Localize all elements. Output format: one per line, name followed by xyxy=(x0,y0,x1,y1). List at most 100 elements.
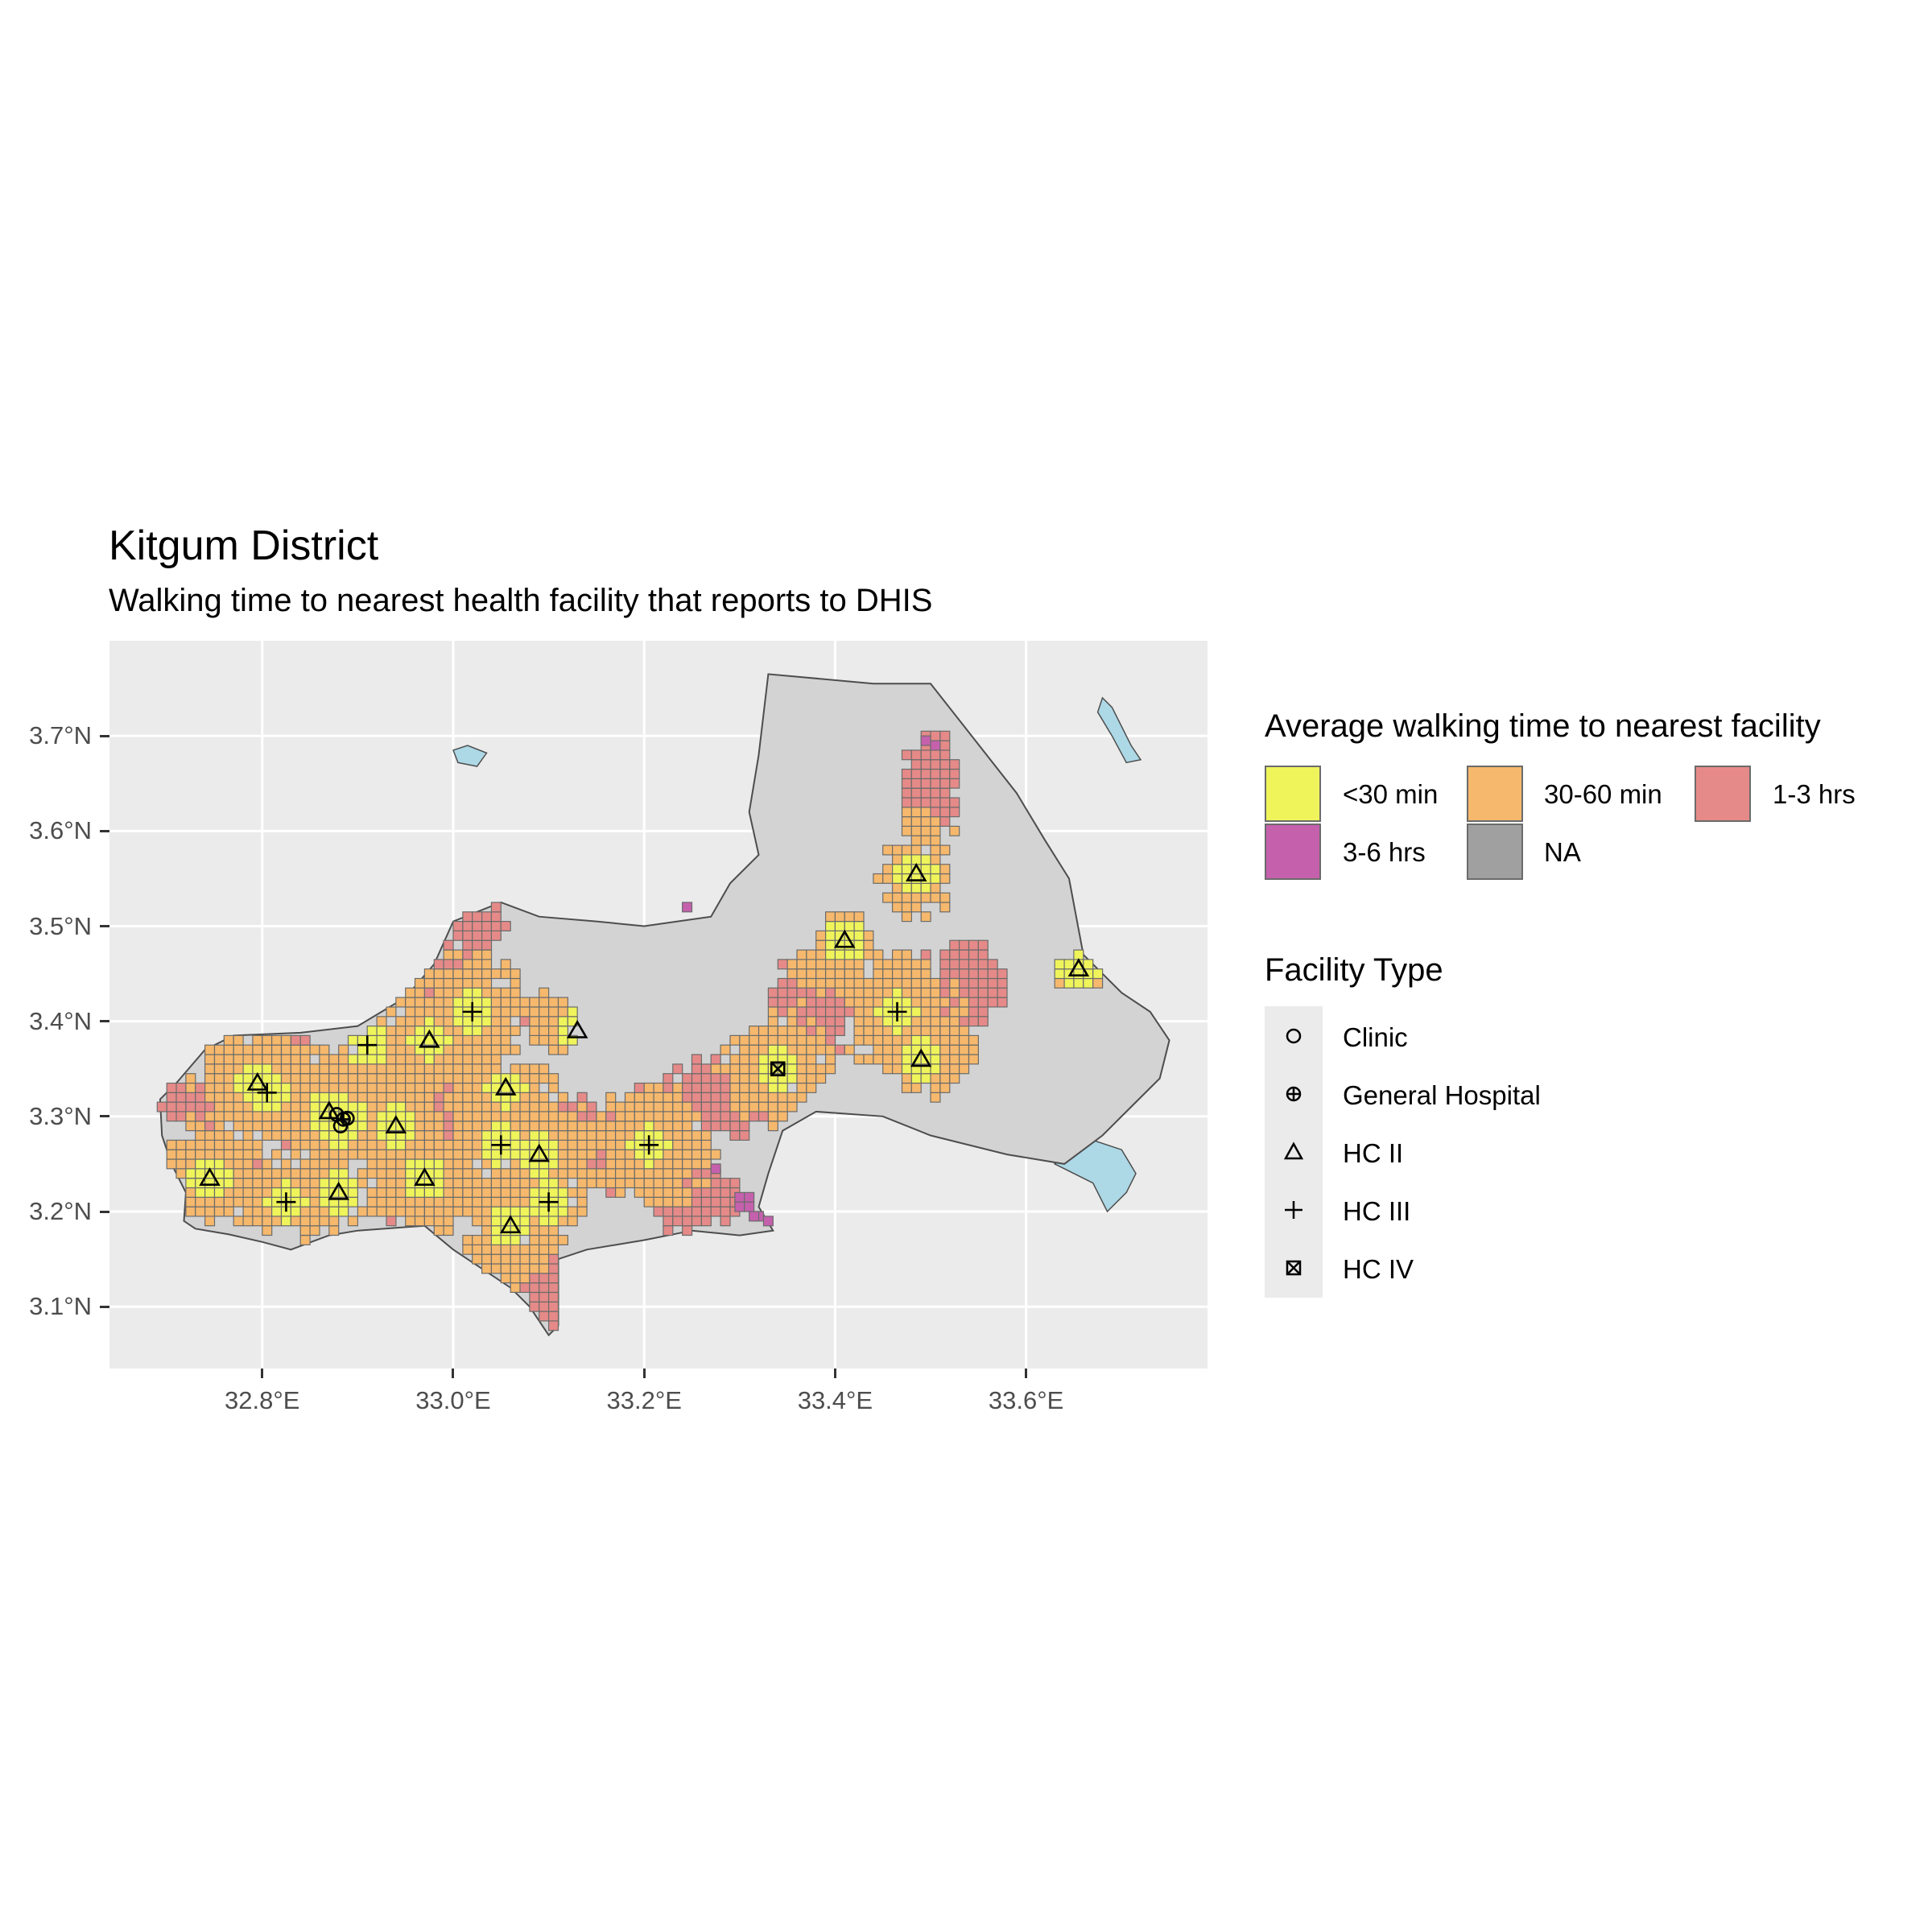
time-cell xyxy=(519,997,530,1008)
time-cell xyxy=(414,1111,425,1122)
y-tick-mark xyxy=(100,1210,109,1213)
time-cell xyxy=(271,1206,283,1217)
time-cell xyxy=(500,1187,511,1198)
time-cell xyxy=(672,1168,683,1179)
time-cell xyxy=(930,1006,941,1018)
time-cell xyxy=(452,1073,464,1084)
time-cell xyxy=(567,1158,578,1170)
time-cell xyxy=(252,1196,263,1208)
time-cell xyxy=(290,1063,301,1075)
time-cell xyxy=(901,778,912,789)
time-cell xyxy=(682,1149,693,1160)
time-cell xyxy=(882,844,894,856)
time-cell xyxy=(233,1082,244,1093)
time-cell xyxy=(472,1187,483,1198)
time-cell xyxy=(462,921,473,932)
time-cell xyxy=(386,1044,397,1055)
time-cell xyxy=(614,1149,626,1160)
legend-key-lt30 xyxy=(1265,766,1321,822)
time-cell xyxy=(395,1139,407,1150)
time-cell xyxy=(414,977,425,989)
time-cell xyxy=(691,1216,702,1227)
time-cell xyxy=(462,1063,473,1075)
time-cell xyxy=(510,1149,521,1160)
time-cell xyxy=(567,1216,578,1227)
time-cell xyxy=(500,1168,511,1179)
time-cell xyxy=(796,959,807,970)
time-cell xyxy=(519,1158,530,1170)
time-cell xyxy=(242,1044,254,1055)
time-cell xyxy=(977,939,989,951)
time-cell xyxy=(930,1044,941,1055)
time-cell xyxy=(462,977,473,989)
time-cell xyxy=(299,1129,311,1141)
time-cell xyxy=(796,1054,807,1065)
time-cell xyxy=(490,1234,502,1245)
time-cell xyxy=(414,997,425,1008)
time-cell xyxy=(939,1006,951,1018)
time-cell xyxy=(309,1178,320,1189)
x-tick-label: 33.6°E xyxy=(988,1386,1064,1414)
time-cell xyxy=(386,1054,397,1065)
time-cell xyxy=(299,1234,311,1245)
time-cell xyxy=(691,1082,702,1093)
time-cell xyxy=(739,1092,750,1103)
time-cell xyxy=(605,1139,617,1150)
time-cell xyxy=(547,1006,559,1018)
time-cell xyxy=(691,1092,702,1103)
time-cell xyxy=(443,1054,454,1065)
time-cell xyxy=(481,1234,493,1245)
time-cell xyxy=(901,997,912,1008)
time-cell xyxy=(299,1139,311,1150)
time-cell xyxy=(443,1178,454,1189)
time-cell xyxy=(242,1092,254,1103)
time-cell xyxy=(529,1273,540,1284)
time-cell xyxy=(462,1139,473,1150)
time-cell xyxy=(405,1044,416,1055)
time-cell xyxy=(242,1054,254,1065)
time-cell xyxy=(930,854,941,865)
time-cell xyxy=(280,1034,291,1046)
time-cell xyxy=(586,1129,597,1141)
time-cell xyxy=(195,1121,206,1132)
time-cell xyxy=(920,1006,931,1018)
time-cell xyxy=(271,1216,283,1227)
time-cell xyxy=(796,1034,807,1046)
time-cell xyxy=(891,1026,903,1037)
time-cell xyxy=(930,1026,941,1037)
time-cell xyxy=(472,921,483,932)
time-cell xyxy=(547,1244,559,1255)
time-cell xyxy=(939,977,951,989)
time-cell xyxy=(462,1121,473,1132)
time-cell xyxy=(920,864,931,875)
time-cell xyxy=(242,1158,254,1170)
time-cell xyxy=(309,1196,320,1208)
time-cell xyxy=(873,1044,884,1055)
time-cell xyxy=(366,1121,378,1132)
facility-hc-iii xyxy=(539,1192,559,1212)
time-cell xyxy=(901,768,912,779)
time-cell xyxy=(672,1158,683,1170)
time-cell xyxy=(242,1187,254,1198)
time-cell xyxy=(423,1149,435,1160)
time-cell xyxy=(433,1139,444,1150)
time-cell xyxy=(204,1073,216,1084)
time-cell xyxy=(968,959,979,970)
time-cell xyxy=(901,911,912,923)
time-cell xyxy=(443,1158,454,1170)
time-cell xyxy=(213,1149,225,1160)
time-cell xyxy=(672,1121,683,1132)
time-cell xyxy=(319,1129,330,1141)
time-cell xyxy=(663,1082,674,1093)
time-cell xyxy=(462,1082,473,1093)
time-cell xyxy=(720,1082,731,1093)
time-cell xyxy=(490,1216,502,1227)
time-cell xyxy=(195,1206,206,1217)
time-cell xyxy=(386,1073,397,1084)
time-cell xyxy=(519,1168,530,1179)
time-cell xyxy=(586,1139,597,1150)
time-cell xyxy=(920,768,931,779)
time-cell xyxy=(949,1006,960,1018)
time-cell xyxy=(462,997,473,1008)
time-cell xyxy=(700,1121,712,1132)
